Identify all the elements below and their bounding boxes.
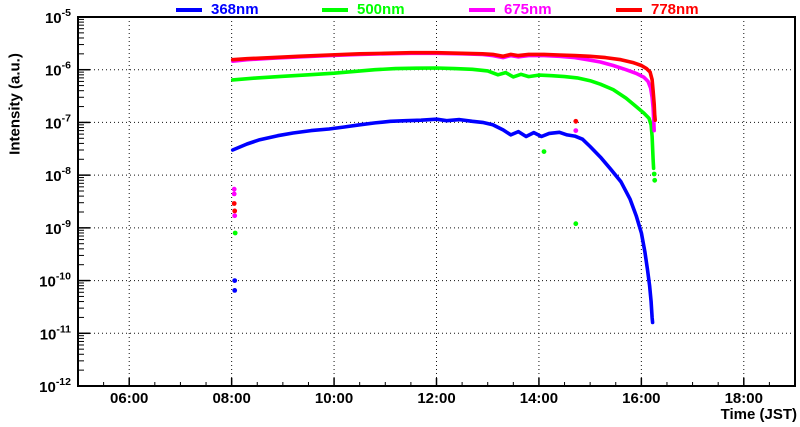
legend-item-500nm: 500nm [322, 1, 405, 19]
outlier-point-675nm [573, 128, 579, 134]
outlier-point-500nm [232, 230, 238, 236]
legend-label-368nm: 368nm [211, 1, 259, 18]
outlier-point-778nm [231, 201, 237, 206]
outlier-point-368nm [232, 288, 238, 293]
outlier-point-675nm [231, 191, 237, 197]
legend-label-500nm: 500nm [357, 1, 405, 18]
x-tick-label: 14:00 [520, 390, 558, 407]
y-tick-label: 10-12 [39, 376, 71, 396]
x-tick-label: 10:00 [315, 390, 353, 407]
x-tick-label: 18:00 [725, 390, 763, 407]
x-axis-title: Time (JST) [720, 406, 797, 423]
x-tick-label: 06:00 [110, 390, 148, 407]
outlier-point-500nm [573, 221, 579, 227]
outlier-point-778nm [573, 118, 579, 124]
y-tick-label: 10-7 [45, 112, 71, 132]
legend-marker-675nm [469, 8, 495, 12]
y-tick-label: 10-8 [45, 165, 71, 185]
outlier-point-368nm [232, 278, 238, 283]
legend-label-675nm: 675nm [504, 1, 552, 18]
series-layer [230, 50, 658, 325]
legend-item-675nm: 675nm [469, 1, 552, 19]
outlier-point-675nm [232, 213, 238, 219]
y-tick-label: 10-9 [45, 218, 71, 238]
legend-marker-500nm [322, 8, 348, 12]
series-line-368nm [230, 117, 655, 325]
series-line-500nm [230, 66, 656, 171]
legend-marker-368nm [176, 8, 202, 12]
legend-marker-778nm [616, 8, 642, 12]
outlier-point-500nm [541, 149, 547, 155]
outlier-point-500nm [652, 177, 658, 183]
legend-item-368nm: 368nm [176, 1, 259, 19]
x-tick-label: 12:00 [417, 390, 455, 407]
legend-label-778nm: 778nm [651, 1, 699, 18]
x-tick-label: 16:00 [622, 390, 660, 407]
y-tick-label: 10-6 [45, 60, 71, 80]
outlier-point-675nm [231, 186, 237, 192]
y-tick-label: 10-11 [40, 323, 71, 343]
series-line-778nm [230, 50, 658, 122]
plot-frame [77, 16, 796, 387]
outlier-point-778nm [232, 208, 238, 214]
outlier-point-500nm [651, 171, 657, 177]
y-tick-label: 10-10 [39, 271, 71, 291]
legend-item-778nm: 778nm [616, 1, 699, 19]
y-tick-label: 10-5 [45, 7, 71, 27]
x-tick-label: 08:00 [212, 390, 250, 407]
